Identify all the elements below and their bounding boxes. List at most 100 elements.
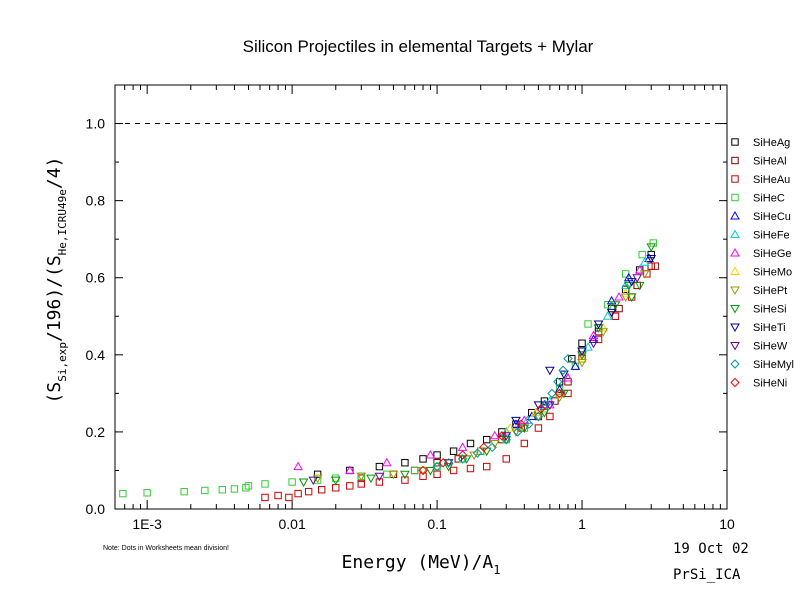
data-point [626,278,637,287]
x-axis-label: Energy (MeV)/A1 [342,552,501,577]
data-point [554,388,565,399]
legend-marker [730,210,740,220]
series-sihemyl [432,353,573,472]
chart-title: Silicon Projectiles in elemental Targets… [243,37,594,56]
data-point [374,472,385,482]
legend-marker [730,305,740,314]
data-point [401,459,409,467]
data-point [588,330,599,340]
data-point [261,480,269,488]
data-point [201,486,209,495]
legend: SiHeAg SiHeAl SiHeAu SiHeC SiHeCu SiHeFe SiHeG… [730,137,794,390]
legend-label: SiHeSi [753,304,787,316]
data-point [578,339,586,347]
y-tick-label: 1.0 [86,116,106,132]
data-point [483,462,491,471]
data-point [479,442,489,453]
legend-label: SiHeCu [753,211,791,223]
data-point [449,466,458,475]
legend-label: SiHeNi [753,378,787,390]
data-point [540,400,551,410]
data-points [119,239,659,502]
legend-marker [730,286,740,296]
data-point [577,351,587,360]
data-point [438,458,448,468]
data-point [388,470,399,480]
data-point [433,459,441,467]
data-point [293,461,303,471]
data-point [634,281,645,291]
legend-marker [731,138,739,146]
data-point [433,462,441,471]
data-point [559,389,569,399]
data-point [646,254,657,264]
data-point [554,393,565,403]
data-point [545,366,555,376]
data-point [634,265,645,274]
data-point [419,455,427,463]
legend-marker [730,359,740,369]
legend-label: SiHeC [753,193,785,205]
data-point [568,354,576,363]
data-point [559,370,569,380]
data-point [330,476,341,486]
series-sihege [293,265,645,474]
data-point [534,424,543,432]
legend-label: SiHeGe [753,248,792,260]
legend-marker [730,229,740,238]
data-point [457,454,468,464]
series-siheni [418,388,565,476]
data-point [433,470,441,479]
legend-label: SiHeAl [753,156,787,168]
data-point [547,388,557,399]
note-annotation: Note: Dots in Worksheets mean division! [103,545,229,552]
data-point [261,493,269,502]
data-point [646,243,657,252]
data-point [497,431,507,441]
data-point [274,491,282,500]
data-point [588,339,599,349]
data-point [356,472,367,482]
data-point [457,442,468,451]
data-point [180,487,188,496]
data-point [418,465,428,476]
series-sihew [308,274,643,486]
data-point [620,293,631,303]
data-point [218,486,227,494]
data-point [425,450,436,459]
data-point [401,476,409,484]
data-point [318,486,326,494]
series-sihec [119,239,657,498]
data-point [606,295,617,305]
data-point [410,466,419,475]
data-point [563,372,573,382]
data-point [546,412,554,421]
data-point [400,470,410,480]
data-point [346,482,354,490]
data-point [454,455,462,463]
data-point [461,455,472,464]
data-point [242,484,250,492]
data-point [533,411,544,422]
legend-marker [730,266,740,275]
data-point [457,450,468,460]
data-point [432,461,442,472]
data-point [443,463,454,472]
data-point [511,416,521,426]
legend-label: SiHePt [753,285,787,297]
data-point [344,465,355,474]
data-point [418,466,428,476]
legend-label: SiHeAu [753,174,790,186]
data-point [466,439,475,448]
data-point [598,328,609,337]
data-point [602,311,613,320]
data-point [304,487,313,496]
date-annotation: 19 Oct 02 [673,541,749,557]
legend-label: SiHeFe [753,230,790,242]
data-point [606,308,617,318]
legend-marker [730,342,740,351]
data-point [603,301,612,309]
series-sihept [312,270,650,484]
legend-label: SiHeAg [753,137,790,149]
data-point [651,262,659,270]
